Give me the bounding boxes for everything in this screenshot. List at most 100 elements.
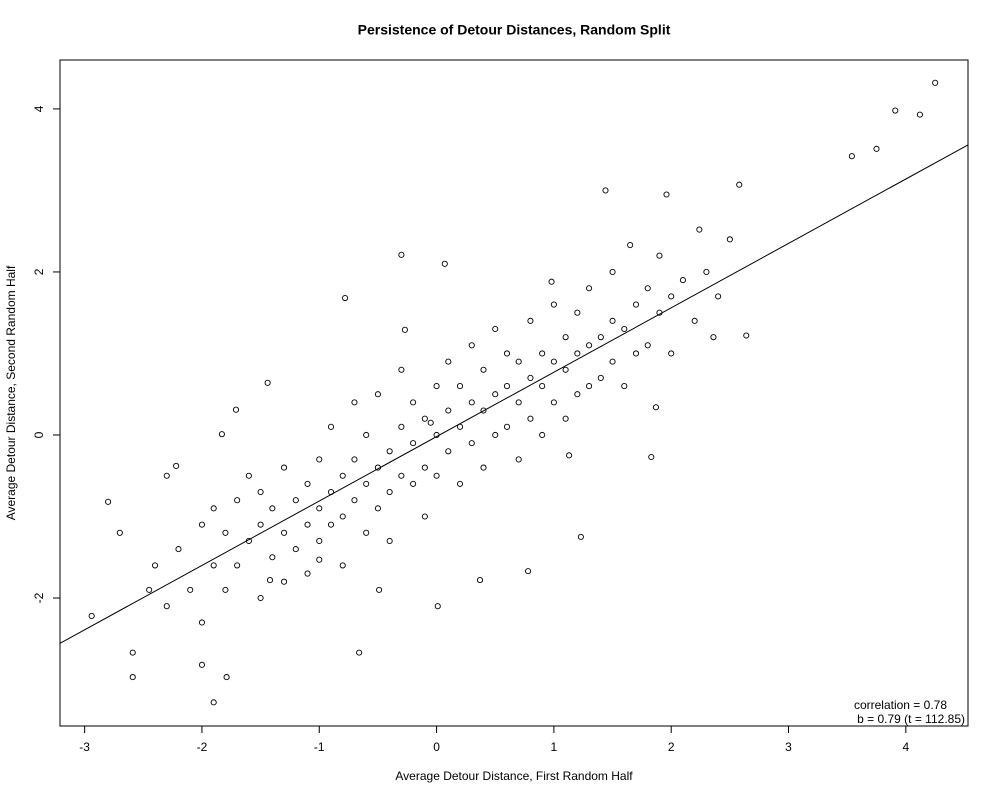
point [198,619,205,626]
point [374,391,381,398]
point [527,317,534,324]
point [175,546,182,553]
point [586,285,593,292]
point [398,251,405,258]
annotation: correlation = 0.78 [854,698,947,712]
point [304,570,311,577]
point [292,546,299,553]
point [339,513,346,520]
point [245,472,252,479]
point [281,464,288,471]
point [476,577,484,584]
point [386,488,393,496]
point [281,529,288,536]
point [398,366,405,373]
chart-title: Persistence of Detour Distances, Random … [358,22,671,38]
point [503,350,511,357]
point [715,293,722,300]
point [550,399,557,406]
point [492,391,499,398]
point [327,423,335,430]
point [339,472,346,479]
point [257,488,264,496]
point [525,568,532,575]
point [562,415,569,422]
point [433,383,440,390]
point [597,334,604,341]
point [266,577,274,584]
point [710,334,717,341]
point [327,521,335,528]
point [316,537,323,545]
point [163,472,170,479]
point [703,268,710,275]
point [574,309,581,316]
point [351,497,358,504]
point [316,556,323,563]
point [351,399,358,406]
point [210,562,217,569]
y-tick-label: 4 [32,105,46,112]
point [441,260,448,267]
point [116,529,123,536]
point [339,562,346,569]
point [316,505,323,512]
point [562,334,569,341]
fit-line [60,144,968,644]
point [873,145,880,152]
point [234,562,241,569]
point [621,325,628,333]
x-tick-label: 1 [551,740,558,754]
point [187,586,194,593]
point [577,533,584,540]
point [632,301,640,308]
point [539,350,546,357]
point [146,586,153,593]
point [304,521,311,528]
y-tick-label: -2 [32,592,46,603]
point [892,107,899,114]
point [597,374,604,381]
point [88,612,95,620]
point [363,480,370,487]
point [421,415,428,422]
point [151,562,159,569]
point [421,513,428,520]
point [198,661,205,668]
point [652,404,659,411]
point [539,431,546,439]
point [304,480,311,487]
point [621,383,628,390]
point [679,277,686,284]
point [427,419,434,426]
point [515,399,522,406]
point [644,285,651,292]
point [916,111,923,118]
point [198,521,205,528]
point [163,603,170,610]
point [410,399,417,406]
point [173,462,180,470]
point [656,252,663,259]
point [480,366,487,373]
point [743,332,750,339]
point [527,374,534,381]
point [232,406,240,413]
annotation: b = 0.79 (t = 112.85) [857,712,965,726]
point [586,383,593,390]
point [627,241,634,249]
point [223,674,230,681]
point [503,423,511,430]
point [550,358,557,365]
point [468,440,475,447]
point [234,497,241,504]
point [421,464,428,471]
point [644,342,651,349]
point [456,383,464,390]
point [210,505,217,512]
point [386,537,393,545]
point [445,407,452,414]
point [292,497,299,504]
x-tick-label: -3 [79,740,90,754]
